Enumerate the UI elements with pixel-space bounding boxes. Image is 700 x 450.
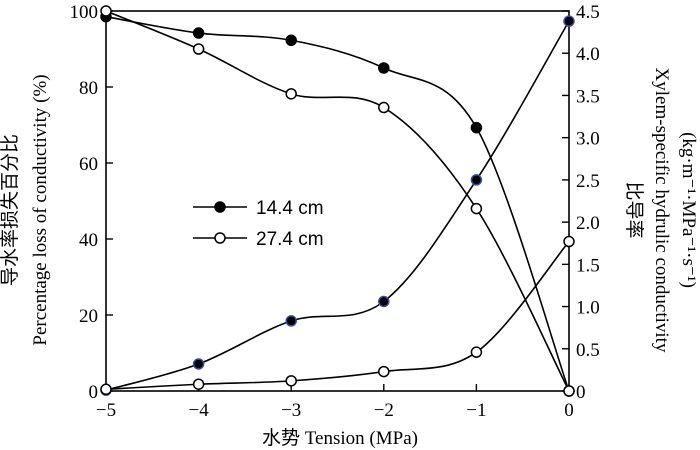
x-tick-label: −3 — [281, 400, 301, 421]
data-point — [100, 383, 112, 396]
y-right-tick-label: 2.0 — [576, 213, 600, 234]
plot-frame — [105, 10, 570, 392]
data-point — [470, 202, 483, 215]
data-point — [563, 385, 575, 397]
legend: 14.4 cm 27.4 cm — [193, 198, 324, 250]
data-point — [470, 174, 483, 186]
x-axis-title: 水势 Tension (MPa) — [262, 427, 418, 449]
y-right-tick-label: 1.5 — [576, 255, 600, 276]
x-tick-label: −1 — [466, 400, 486, 421]
series-layer — [100, 5, 575, 397]
data-point — [285, 315, 297, 327]
data-point — [285, 34, 297, 47]
data-point — [100, 5, 112, 17]
y-right-axis-title-en: Xylem-specific hydrulic conductivity — [651, 68, 672, 353]
legend-label: 27.4 cm — [256, 229, 324, 250]
data-point — [192, 358, 205, 370]
series-0 — [100, 10, 575, 397]
data-point — [378, 365, 390, 378]
series-line — [105, 15, 570, 392]
data-point — [192, 43, 205, 55]
y-right-tick-label: 3.0 — [576, 129, 600, 150]
data-point — [563, 235, 575, 248]
y-left-tick-label: 60 — [79, 154, 98, 175]
y-left-tick-label: 40 — [79, 230, 98, 251]
data-point — [285, 88, 297, 100]
y-left-axis-title-cn: 导水率损失百分比 — [0, 134, 21, 286]
y-right-axis-title-cn: 比导率 — [623, 181, 645, 238]
series-1 — [100, 5, 575, 397]
data-point — [192, 27, 205, 39]
y-left-tick-label: 20 — [79, 306, 98, 327]
x-tick-label: −2 — [374, 400, 394, 421]
series-line — [105, 20, 570, 391]
y-right-tick-label: 3.5 — [576, 86, 600, 107]
y-right-tick-label: 0 — [576, 382, 586, 403]
series-2 — [100, 15, 575, 396]
y-left-axis-title-en: Percentage loss of conductivity (%) — [30, 74, 51, 345]
x-tick-label: 0 — [564, 400, 574, 421]
legend-marker — [214, 201, 226, 213]
plot-border — [105, 10, 570, 392]
x-tick-label: −5 — [96, 400, 116, 421]
data-point — [378, 295, 390, 308]
y-right-tick-label: 2.5 — [576, 171, 600, 192]
y-right-tick-label: 0.5 — [576, 340, 600, 361]
x-axis-ticks: −5 −4 −3 −2 −1 0 — [96, 384, 574, 421]
y-right-tick-label: 1.0 — [576, 298, 600, 319]
data-point — [378, 101, 390, 114]
y-right-axis-ticks: 0 0.5 1.0 1.5 2.0 2.5 3.0 3.5 4.0 4.5 — [562, 2, 600, 403]
series-line — [105, 10, 570, 392]
data-point — [285, 375, 297, 387]
data-point — [470, 346, 483, 358]
data-point — [192, 378, 205, 390]
data-point — [378, 62, 390, 74]
y-right-tick-label: 4.5 — [576, 2, 600, 23]
data-point — [563, 15, 575, 27]
legend-label: 14.4 cm — [256, 198, 324, 219]
y-left-tick-label: 80 — [79, 78, 98, 99]
y-left-axis-ticks: 0 20 40 60 80 100 — [70, 2, 113, 403]
legend-marker — [214, 232, 226, 244]
data-point — [470, 121, 483, 134]
legend-entry: 27.4 cm — [193, 229, 324, 250]
legend-entry: 14.4 cm — [193, 198, 324, 219]
y-right-axis-unit: (kg·m⁻¹·MPa⁻¹·s⁻¹) — [678, 132, 699, 288]
y-left-tick-label: 100 — [70, 2, 99, 23]
x-tick-label: −4 — [188, 400, 209, 421]
y-left-tick-label: 0 — [89, 382, 99, 403]
series-3 — [100, 235, 575, 396]
y-right-tick-label: 4.0 — [576, 44, 600, 65]
